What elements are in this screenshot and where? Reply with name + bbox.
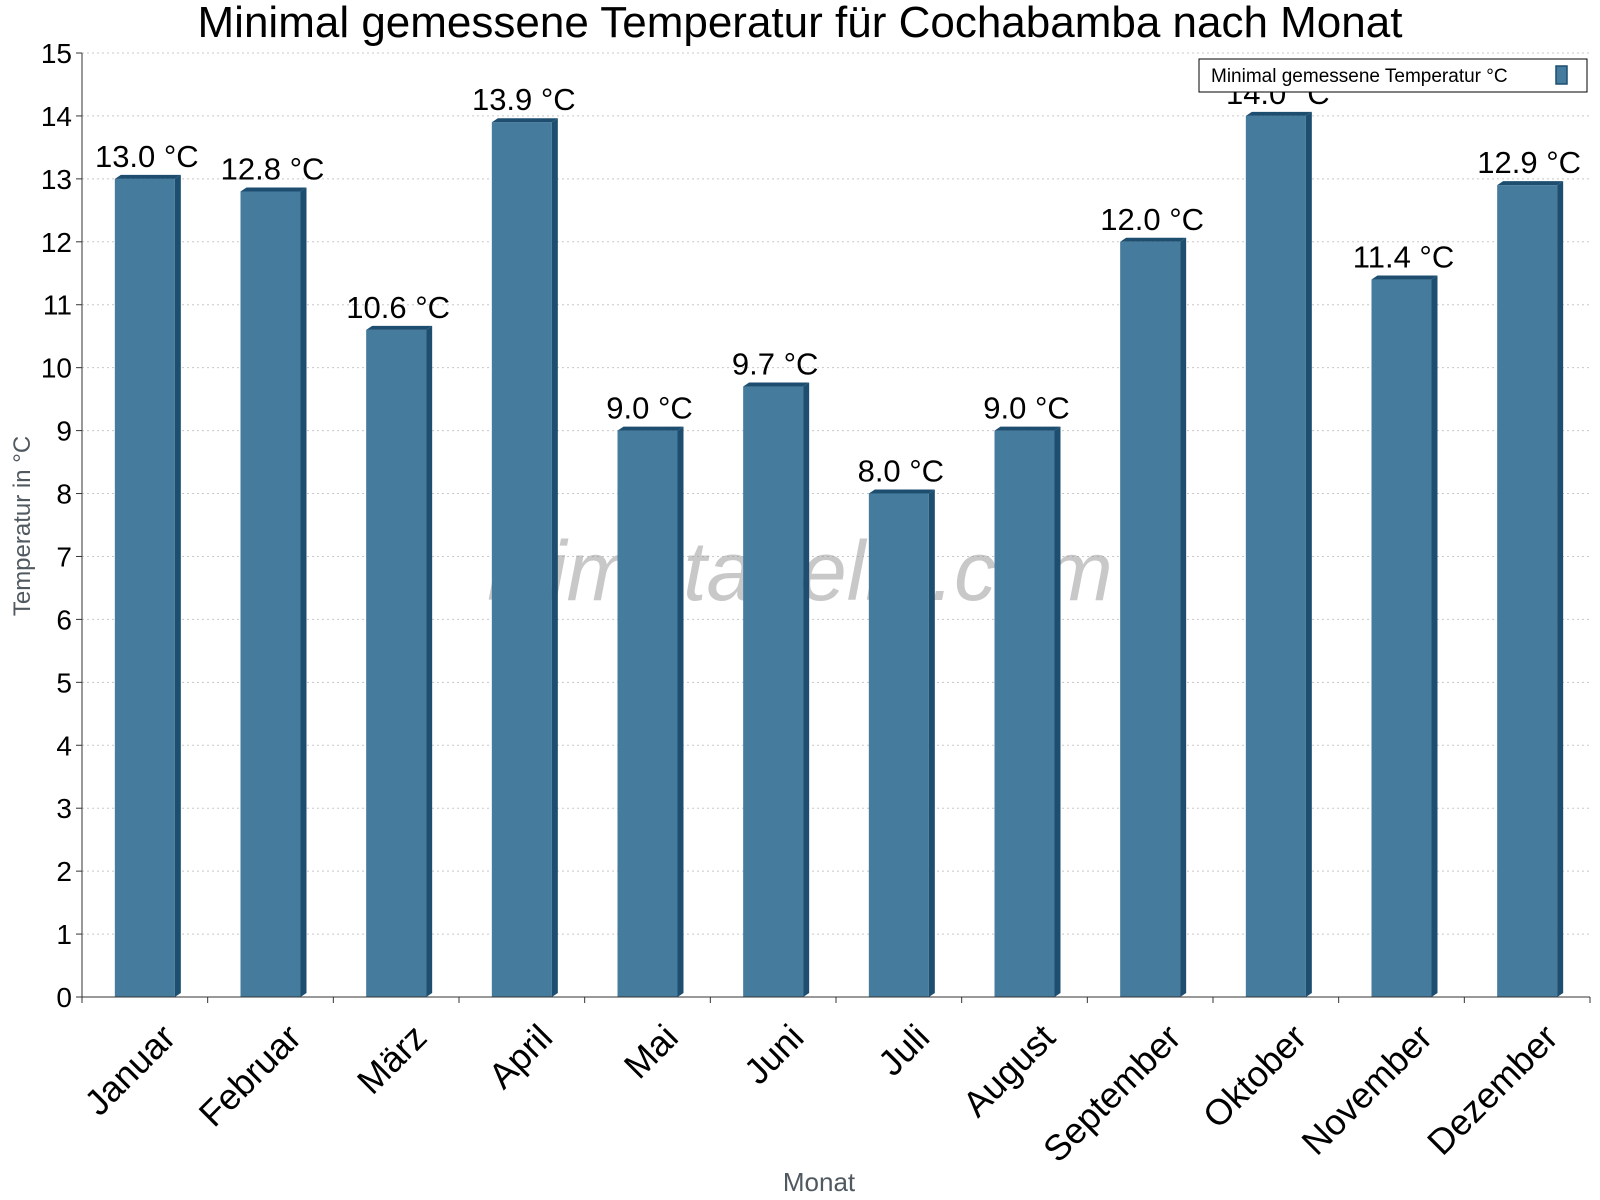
bar [366, 329, 427, 997]
bar-top-face [994, 426, 1061, 431]
x-tick-label: Dezember [1419, 1016, 1565, 1162]
bar-side-face [174, 174, 181, 997]
bar-top-face [617, 426, 684, 431]
x-tick-label: April [480, 1016, 560, 1096]
x-tick-label: Februar [191, 1016, 309, 1134]
bar [1371, 279, 1432, 997]
y-tick-label: 5 [56, 667, 72, 698]
bar [1245, 115, 1306, 997]
y-tick-label: 0 [56, 982, 72, 1013]
x-tick-label: Januar [76, 1016, 183, 1123]
y-tick-label: 14 [41, 101, 72, 132]
y-tick-label: 10 [41, 353, 72, 384]
x-tick-label: August [955, 1016, 1063, 1124]
bar-side-face [1180, 237, 1187, 998]
data-label: 9.7 °C [732, 347, 819, 382]
x-tick-label: März [349, 1016, 435, 1102]
y-tick-label: 4 [56, 730, 72, 761]
bars: 13.0 °C 12.8 °C 10.6 °C 13.9 °C 9.0 °C 9.7 °C… [95, 76, 1581, 998]
legend-label: Minimal gemessene Temperatur °C [1211, 66, 1508, 87]
bar [114, 178, 175, 997]
bar-side-face [1557, 181, 1564, 997]
data-label: 10.6 °C [346, 290, 450, 325]
y-tick-label: 6 [56, 604, 72, 635]
bar-side-face [1054, 426, 1061, 998]
x-tick-label: Juli [870, 1016, 937, 1083]
data-label: 12.9 °C [1477, 145, 1581, 180]
bar [1497, 185, 1558, 997]
chart-title: Minimal gemessene Temperatur für Cochaba… [198, 0, 1403, 47]
y-tick-label: 12 [41, 227, 72, 258]
y-tick-label: 3 [56, 793, 72, 824]
bar-side-face [677, 426, 684, 998]
bar-side-face [803, 382, 810, 998]
y-axis-title: Temperatur in °C [9, 436, 36, 616]
bar-side-face [426, 325, 433, 997]
y-tick-label: 8 [56, 479, 72, 510]
bar-top-face [1371, 275, 1438, 280]
bar [994, 430, 1055, 998]
bar [743, 386, 804, 998]
bar-top-face [1245, 111, 1312, 116]
bar [491, 122, 552, 997]
y-tick-label: 13 [41, 164, 72, 195]
y-tick-label: 15 [41, 38, 72, 69]
bar [240, 191, 301, 997]
bar [1120, 241, 1181, 998]
bar-top-face [366, 325, 433, 330]
data-label: 13.9 °C [472, 82, 576, 117]
bar-top-face [1497, 181, 1564, 186]
y-tick-label: 1 [56, 919, 72, 950]
x-tick-label: Mai [616, 1016, 686, 1086]
legend-swatch [1555, 65, 1568, 85]
bar-side-face [1431, 275, 1438, 997]
bar-top-face [491, 118, 558, 123]
bar-top-face [240, 187, 307, 192]
bar-top-face [1120, 237, 1187, 242]
bar-side-face [551, 118, 558, 997]
bar-top-face [114, 174, 181, 179]
data-label: 12.8 °C [221, 151, 325, 186]
bar-top-face [868, 489, 935, 494]
y-tick-label: 11 [43, 290, 72, 321]
x-tick-label: Juni [736, 1016, 812, 1092]
bar [617, 430, 678, 998]
data-label: 11.4 °C [1353, 240, 1454, 275]
x-axis-title: Monat [783, 1167, 856, 1197]
x-tick-label: September [1035, 1016, 1189, 1170]
x-tick-label: November [1293, 1016, 1439, 1162]
x-tick-label: Oktober [1195, 1016, 1315, 1136]
bar-side-face [1305, 111, 1312, 997]
bar [868, 493, 929, 997]
y-tick-label: 7 [56, 541, 72, 572]
grid-lines [82, 52, 1590, 935]
data-label: 12.0 °C [1100, 202, 1204, 237]
legend: Minimal gemessene Temperatur °C [1198, 58, 1588, 93]
bar-side-face [928, 489, 935, 997]
data-label: 13.0 °C [95, 139, 199, 174]
y-tick-label: 9 [56, 416, 72, 447]
bar-top-face [743, 382, 810, 387]
data-label: 8.0 °C [858, 454, 945, 489]
data-label: 9.0 °C [983, 391, 1070, 426]
y-tick-label: 2 [56, 856, 72, 887]
data-label: 9.0 °C [606, 391, 693, 426]
bar-side-face [300, 187, 307, 997]
